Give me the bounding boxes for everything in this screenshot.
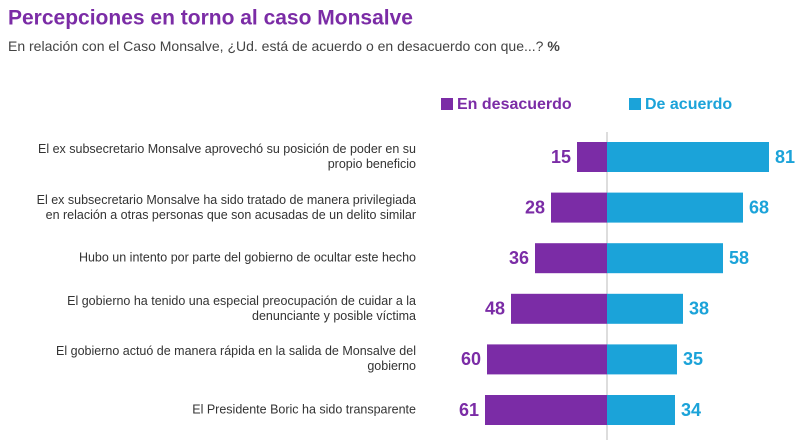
chart-title: Percepciones en torno al caso Monsalve xyxy=(8,7,413,30)
value-label: 60 xyxy=(461,349,481,369)
value-label: 35 xyxy=(683,349,703,369)
value-label: 15 xyxy=(551,147,571,167)
chart-subtitle: En relación con el Caso Monsalve, ¿Ud. e… xyxy=(8,38,560,54)
bar xyxy=(511,293,607,324)
subtitle-text: En relación con el Caso Monsalve, ¿Ud. e… xyxy=(8,38,544,54)
bar xyxy=(607,243,723,274)
category-label: El gobierno ha tenido una especial preoc… xyxy=(67,293,416,323)
unit: % xyxy=(547,38,560,54)
value-label: 58 xyxy=(729,248,749,268)
value-label: 61 xyxy=(459,400,479,420)
bar xyxy=(607,192,743,223)
bar xyxy=(607,395,675,425)
bar xyxy=(607,293,683,324)
value-label: 68 xyxy=(749,197,769,217)
value-label: 34 xyxy=(681,400,701,420)
value-label: 38 xyxy=(689,299,709,319)
legend-swatch xyxy=(629,98,641,110)
category-label: El ex subsecretario Monsalve aprovechó s… xyxy=(38,142,416,171)
bar xyxy=(535,243,607,274)
value-label: 48 xyxy=(485,299,505,319)
bar xyxy=(607,344,677,375)
category-label: El Presidente Boric ha sido transparente xyxy=(192,402,416,417)
bar xyxy=(577,142,607,172)
bar xyxy=(607,142,769,172)
legend-label: En desacuerdo xyxy=(457,96,572,113)
bar xyxy=(485,395,607,425)
category-label: Hubo un intento por parte del gobierno d… xyxy=(78,250,416,265)
value-label: 28 xyxy=(525,197,545,217)
legend-label: De acuerdo xyxy=(645,96,732,113)
legend-swatch xyxy=(441,98,453,110)
category-label: El gobierno actuó de manera rápida en la… xyxy=(56,344,416,374)
bar xyxy=(551,192,607,223)
bar xyxy=(487,344,607,375)
category-label: El ex subsecretario Monsalve ha sido tra… xyxy=(36,192,416,222)
value-label: 81 xyxy=(775,147,795,167)
value-label: 36 xyxy=(509,248,529,268)
